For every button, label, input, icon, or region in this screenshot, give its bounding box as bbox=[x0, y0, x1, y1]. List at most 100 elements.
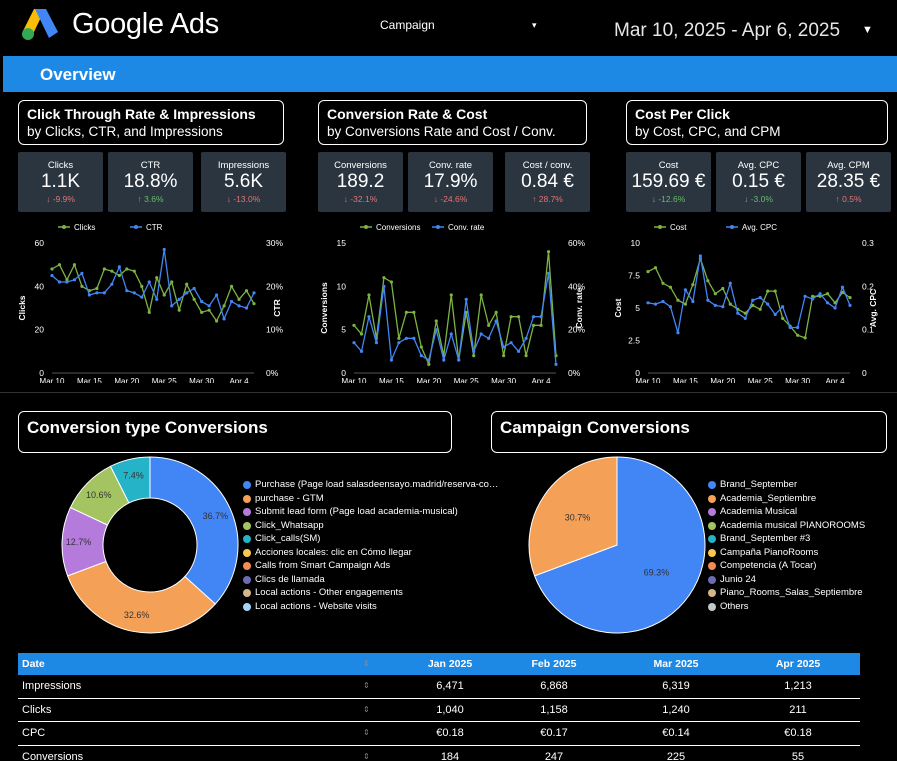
series-line-0 bbox=[51, 262, 255, 323]
header-apr[interactable]: Apr 2025 bbox=[775, 658, 821, 670]
kpi-value: 17.9% bbox=[423, 171, 478, 192]
conversion-type-title: Conversion type Conversions bbox=[27, 418, 268, 437]
data-point bbox=[389, 358, 394, 362]
donut-slice[interactable] bbox=[149, 456, 239, 605]
data-point bbox=[833, 301, 837, 305]
legend-label: Brand_September #3 bbox=[720, 533, 811, 544]
data-point bbox=[229, 299, 234, 304]
header-date[interactable]: Date bbox=[22, 658, 45, 670]
data-point bbox=[698, 254, 702, 258]
kpi-label: Cost / conv. bbox=[522, 160, 573, 171]
donut-slice[interactable] bbox=[109, 456, 151, 504]
legend-dot bbox=[364, 225, 368, 229]
legend-dot bbox=[708, 494, 716, 503]
header-feb[interactable]: Feb 2025 bbox=[531, 658, 577, 670]
kpi-delta: ↓ -24.6% bbox=[408, 194, 493, 204]
legend-dot bbox=[243, 521, 251, 530]
legend-dot bbox=[243, 535, 251, 543]
kpi-card: Clicks 1.1K ↓ -9.9% bbox=[18, 152, 103, 212]
data-point bbox=[825, 292, 830, 296]
data-point bbox=[162, 247, 166, 252]
x-tick-label: Apr 4 bbox=[531, 377, 551, 383]
data-point bbox=[214, 293, 219, 297]
data-point bbox=[487, 323, 491, 327]
data-point bbox=[713, 303, 717, 307]
kpi-delta: ↓ -32.1% bbox=[318, 194, 403, 204]
legend-label: Clics de llamada bbox=[255, 573, 325, 585]
legend-item: Avg. CPC bbox=[726, 223, 777, 232]
kpi-delta-value: -12.6% bbox=[658, 194, 686, 204]
campaign-dropdown[interactable]: Campaign ▾ bbox=[380, 18, 540, 36]
date-caret-down-icon[interactable]: ▼ bbox=[862, 24, 873, 36]
table-header: Date ⇕ Jan 2025 Feb 2025 Mar 2025 Apr 20… bbox=[18, 653, 860, 675]
data-point bbox=[117, 273, 121, 278]
kpi-delta: ↑ 3.6% bbox=[108, 194, 193, 204]
data-point bbox=[419, 345, 423, 349]
legend-dot bbox=[708, 562, 716, 570]
y2-tick-label: 20% bbox=[266, 281, 283, 291]
data-point bbox=[796, 333, 800, 337]
y-tick-label: 0 bbox=[635, 368, 640, 378]
header-jan[interactable]: Jan 2025 bbox=[427, 658, 473, 670]
table-row: Impressions ⇕ 6,471 6,868 6,319 1,213 bbox=[18, 675, 860, 699]
data-point bbox=[516, 349, 521, 353]
kpi-card: Avg. CPC 0.15 € ↓ -3.0% bbox=[716, 152, 801, 212]
legend-dot bbox=[658, 225, 662, 229]
x-tick-label: Mar 15 bbox=[379, 377, 404, 383]
data-point bbox=[449, 332, 453, 336]
donut-slice[interactable] bbox=[66, 560, 216, 634]
kpi-delta-value: -9.9% bbox=[52, 194, 75, 204]
chart-clicks-ctr: Clicks CTR 0 20 40 60 0% 10% 20% 30% Clicks CTR Mar … bbox=[16, 218, 296, 386]
header: Google Ads Campaign ▾ Mar 10, 2025 - Apr… bbox=[0, 0, 897, 54]
data-point bbox=[810, 297, 815, 301]
table-row: Conversions ⇕ 184 247 225 55 bbox=[18, 746, 860, 761]
kpi-delta: ↓ -3.0% bbox=[716, 194, 801, 204]
data-point bbox=[449, 293, 453, 297]
data-point bbox=[177, 297, 181, 301]
date-range-picker[interactable]: Mar 10, 2025 - Apr 6, 2025 bbox=[614, 20, 841, 41]
legend-label: Local actions - Website visits bbox=[255, 600, 377, 612]
data-point bbox=[50, 267, 54, 271]
row-label: Impressions bbox=[22, 680, 82, 692]
x-tick-label: Mar 25 bbox=[454, 377, 479, 383]
kpi-value: 0.15 € bbox=[732, 171, 785, 192]
sort-icon[interactable]: ⇕ bbox=[363, 659, 370, 668]
data-point bbox=[200, 299, 204, 304]
y-axis-title: Conversions bbox=[319, 282, 329, 334]
data-point bbox=[352, 323, 356, 327]
donut-slice[interactable] bbox=[533, 456, 706, 634]
data-point bbox=[751, 298, 755, 302]
data-point bbox=[132, 269, 136, 273]
legend-item: Cost bbox=[654, 223, 687, 232]
data-point bbox=[653, 266, 658, 270]
data-point bbox=[773, 289, 777, 293]
kpi-label: Conversions bbox=[334, 160, 387, 171]
legend-dot bbox=[134, 225, 138, 229]
y2-axis-title: Conv. rate bbox=[574, 287, 584, 328]
header-mar[interactable]: Mar 2025 bbox=[653, 658, 699, 670]
data-point bbox=[676, 331, 680, 335]
legend-label: Submit lead form (Page load academia-mus… bbox=[255, 506, 458, 517]
legend-dot bbox=[243, 481, 251, 489]
data-point bbox=[72, 278, 77, 282]
section-subtitle: by Cost, CPC, and CPM bbox=[635, 124, 781, 139]
chart-cost-cpc: Cost Avg. CPC 0 2.5 5 7.5 10 0 0.1 0.2 0.3 Cost Avg.… bbox=[612, 218, 892, 386]
y-tick-label: 2.5 bbox=[628, 336, 640, 346]
data-point bbox=[728, 302, 732, 306]
legend-dot bbox=[708, 521, 716, 530]
data-point bbox=[668, 305, 673, 309]
kpi-card: Cost 159.69 € ↓ -12.6% bbox=[626, 152, 711, 212]
data-point bbox=[389, 280, 394, 284]
legend-label: Junio 24 bbox=[720, 573, 756, 585]
table-cell: 211 bbox=[789, 703, 807, 716]
data-point bbox=[653, 302, 658, 306]
kpi-label: Cost bbox=[658, 160, 679, 171]
data-point bbox=[434, 319, 438, 323]
data-point bbox=[646, 301, 650, 305]
kpi-delta-value: 3.6% bbox=[144, 194, 164, 204]
donut-slice[interactable] bbox=[528, 456, 618, 577]
slice-label: 32.6% bbox=[124, 610, 150, 620]
data-point bbox=[502, 345, 506, 349]
x-tick-label: Mar 15 bbox=[673, 377, 698, 383]
data-point bbox=[706, 298, 710, 302]
